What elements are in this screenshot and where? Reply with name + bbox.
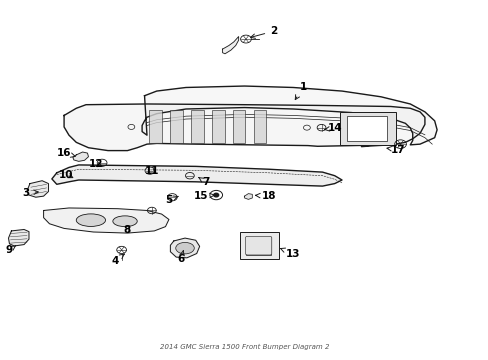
Text: 8: 8 — [123, 225, 131, 235]
Bar — [245, 237, 271, 255]
Polygon shape — [52, 165, 341, 186]
Polygon shape — [27, 181, 48, 197]
Polygon shape — [244, 194, 252, 199]
Text: 5: 5 — [165, 195, 178, 205]
Text: 16: 16 — [57, 148, 75, 158]
Text: 9: 9 — [6, 245, 16, 255]
FancyBboxPatch shape — [245, 236, 271, 255]
Bar — [149, 110, 161, 143]
Text: 3: 3 — [22, 188, 38, 198]
Text: 10: 10 — [59, 170, 74, 180]
Text: 7: 7 — [199, 177, 209, 187]
Text: 2: 2 — [250, 26, 277, 39]
Text: 14: 14 — [324, 123, 341, 133]
Bar — [346, 116, 386, 140]
Bar — [339, 112, 395, 145]
Text: 1: 1 — [295, 82, 306, 100]
Polygon shape — [170, 238, 199, 258]
Ellipse shape — [76, 214, 105, 226]
Polygon shape — [8, 229, 29, 246]
Ellipse shape — [113, 216, 137, 226]
Bar — [239, 232, 278, 259]
Text: 13: 13 — [280, 248, 300, 258]
Circle shape — [213, 193, 218, 197]
Bar — [233, 110, 245, 143]
Text: 12: 12 — [88, 159, 103, 169]
Text: 18: 18 — [255, 191, 276, 201]
Polygon shape — [43, 208, 168, 233]
Polygon shape — [73, 152, 88, 161]
Text: 4: 4 — [111, 254, 124, 266]
Ellipse shape — [175, 242, 194, 254]
Bar — [191, 110, 203, 143]
Polygon shape — [142, 86, 436, 145]
Text: 11: 11 — [144, 166, 159, 176]
Bar — [170, 110, 182, 143]
Bar — [254, 110, 266, 143]
Bar — [212, 110, 224, 143]
Polygon shape — [222, 37, 238, 54]
Polygon shape — [64, 104, 424, 150]
Text: 6: 6 — [177, 251, 184, 264]
Text: 2014 GMC Sierra 1500 Front Bumper Diagram 2: 2014 GMC Sierra 1500 Front Bumper Diagra… — [160, 344, 328, 350]
Text: 17: 17 — [386, 144, 405, 154]
Text: 15: 15 — [193, 191, 214, 201]
